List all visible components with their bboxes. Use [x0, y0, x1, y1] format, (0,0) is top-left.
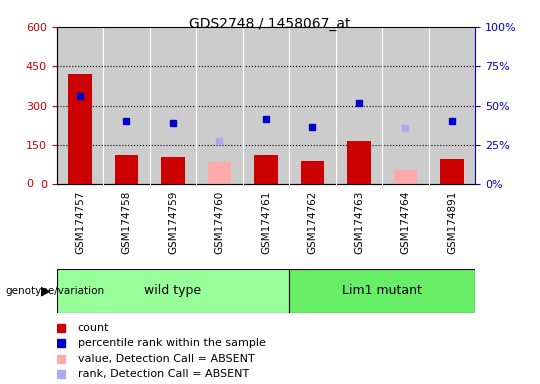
- Text: GSM174761: GSM174761: [261, 191, 271, 255]
- Text: GSM174760: GSM174760: [214, 191, 225, 254]
- Text: percentile rank within the sample: percentile rank within the sample: [78, 338, 266, 348]
- Text: ▶: ▶: [41, 285, 51, 297]
- Text: GSM174757: GSM174757: [75, 191, 85, 255]
- Text: 0: 0: [26, 179, 33, 189]
- Bar: [69, 74, 92, 184]
- Text: value, Detection Call = ABSENT: value, Detection Call = ABSENT: [78, 354, 254, 364]
- Bar: [301, 161, 324, 184]
- Text: genotype/variation: genotype/variation: [5, 286, 105, 296]
- Bar: [289, 269, 475, 313]
- Text: GSM174758: GSM174758: [122, 191, 131, 255]
- Text: GSM174763: GSM174763: [354, 191, 364, 255]
- Text: GSM174759: GSM174759: [168, 191, 178, 255]
- Text: count: count: [78, 323, 109, 333]
- Bar: [161, 157, 185, 184]
- Bar: [440, 159, 463, 184]
- Text: GSM174762: GSM174762: [307, 191, 318, 255]
- Bar: [254, 156, 278, 184]
- Text: GDS2748 / 1458067_at: GDS2748 / 1458067_at: [189, 17, 351, 31]
- Text: rank, Detection Call = ABSENT: rank, Detection Call = ABSENT: [78, 369, 249, 379]
- Text: GSM174891: GSM174891: [447, 191, 457, 255]
- Bar: [57, 269, 289, 313]
- Text: wild type: wild type: [144, 285, 201, 297]
- Bar: [208, 162, 231, 184]
- Bar: [347, 141, 370, 184]
- Text: GSM174764: GSM174764: [401, 191, 410, 255]
- Text: Lim1 mutant: Lim1 mutant: [342, 285, 422, 297]
- Bar: [115, 156, 138, 184]
- Bar: [394, 170, 417, 184]
